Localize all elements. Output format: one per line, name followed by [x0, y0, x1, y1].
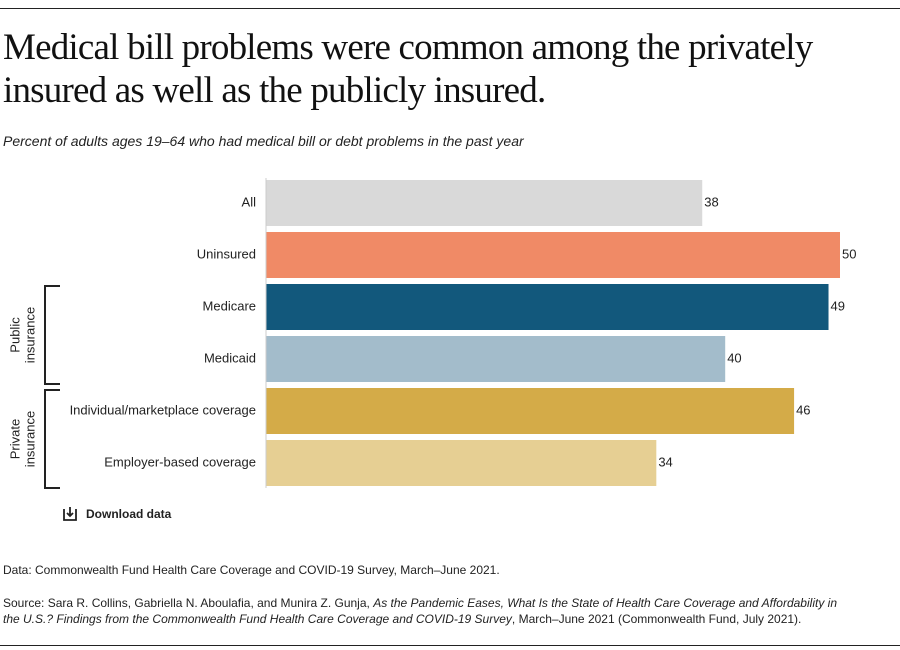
source-suffix: , March–June 2021 (Commonwealth Fund, Ju…: [511, 612, 802, 626]
category-label: Uninsured: [197, 246, 256, 261]
bar: [266, 388, 795, 434]
download-button[interactable]: Download data: [62, 506, 171, 522]
value-label: 34: [658, 454, 672, 469]
category-label: Employer-based coverage: [104, 454, 256, 469]
bar: [266, 284, 829, 330]
bar: [266, 180, 703, 226]
bar: [266, 336, 726, 382]
download-label[interactable]: Download data: [86, 507, 172, 521]
group-label-line: Public: [8, 317, 23, 353]
source-note: Source: Sara R. Collins, Gabriella N. Ab…: [3, 595, 838, 627]
download-icon: [63, 507, 77, 521]
source-title: As the Pandemic Eases, What Is the State…: [3, 596, 837, 626]
category-label: Medicare: [203, 298, 256, 313]
group-label-line: Private: [8, 419, 23, 459]
data-note: Data: Commonwealth Fund Health Care Cove…: [3, 563, 500, 577]
group-label-line: insurance: [23, 411, 38, 467]
bar: [266, 440, 657, 486]
category-label: Individual/marketplace coverage: [70, 402, 256, 417]
bottom-rule: [0, 645, 900, 646]
source-prefix: Source: Sara R. Collins, Gabriella N. Ab…: [3, 596, 374, 610]
top-rule: [0, 8, 900, 9]
category-label: All: [242, 194, 257, 209]
value-label: 38: [704, 194, 718, 209]
group-bracket: [44, 285, 60, 385]
category-label: Medicaid: [204, 350, 256, 365]
chart-title: Medical bill problems were common among …: [3, 27, 813, 111]
value-label: 49: [831, 298, 845, 313]
group-label: Publicinsurance: [8, 307, 38, 363]
bar: [266, 232, 840, 278]
chart-subtitle: Percent of adults ages 19–64 who had med…: [3, 133, 524, 149]
group-bracket: [44, 389, 60, 489]
group-label: Privateinsurance: [8, 411, 38, 467]
group-label-line: insurance: [23, 307, 38, 363]
value-label: 40: [727, 350, 741, 365]
value-label: 50: [842, 246, 856, 261]
value-label: 46: [796, 402, 810, 417]
